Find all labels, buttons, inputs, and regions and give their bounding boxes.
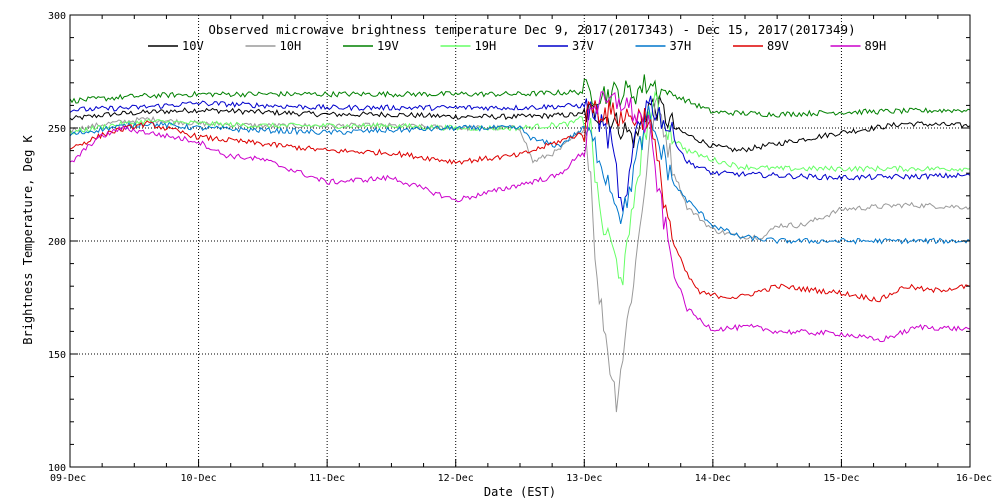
legend-label-10v: 10V [182,39,204,53]
series-line-89h [69,91,971,343]
x-tick-label: 15-Dec [823,473,859,484]
legend-label-19h: 19H [475,39,497,53]
x-tick-label: 13-Dec [566,473,602,484]
legend-label-19v: 19V [377,39,399,53]
series-line-37v [69,95,971,212]
x-axis-label: Date (EST) [484,485,556,499]
y-tick-label: 100 [48,463,66,474]
series-layer [69,74,971,413]
series-line-89v [69,100,971,303]
y-axis-label: Brightness Temperature, Deg K [21,134,35,344]
x-tick-label: 14-Dec [695,473,731,484]
legend: 10V 10H 19V 19H 37V 37H 89V 89H [148,39,886,53]
legend-label-10h: 10H [280,39,302,53]
legend-label-37v: 37V [572,39,594,53]
x-axis: 09-Dec 10-Dec 11-Dec 12-Dec 13-Dec 14-Dec 15-D… [50,15,992,484]
y-axis: 100 150 200 250 300 [48,11,970,474]
legend-label-37h: 37H [670,39,692,53]
x-tick-label: 10-Dec [181,473,217,484]
series-line-19v [69,74,971,118]
chart-title: Observed microwave brightness temperatur… [208,22,855,37]
series-line-19h [69,91,971,286]
series-line-10v [69,95,971,153]
x-tick-label: 09-Dec [50,473,86,484]
y-tick-label: 300 [48,11,66,22]
y-tick-label: 250 [48,124,66,135]
x-tick-label: 12-Dec [438,473,474,484]
series-line-37h [69,105,971,245]
y-tick-label: 200 [48,237,66,248]
grid-lines [70,15,970,467]
legend-label-89v: 89V [767,39,789,53]
x-tick-label: 16-Dec [956,473,992,484]
x-tick-label: 11-Dec [309,473,345,484]
legend-label-89h: 89H [865,39,887,53]
y-tick-label: 150 [48,350,66,361]
